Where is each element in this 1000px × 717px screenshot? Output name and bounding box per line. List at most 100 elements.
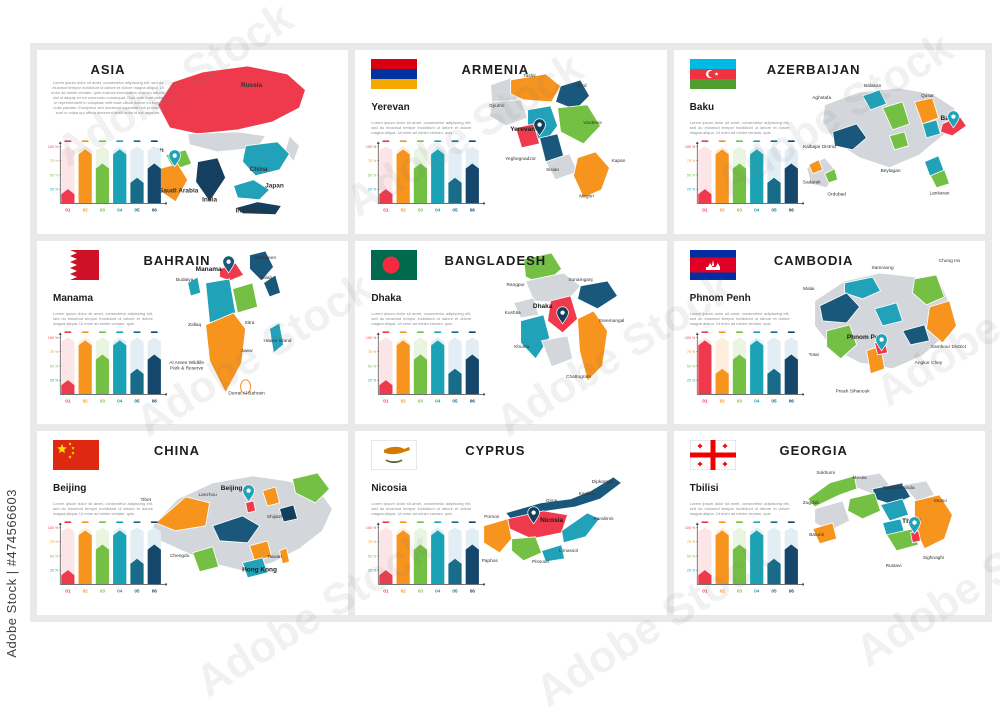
map-label: Indonesia: [235, 208, 266, 215]
y-tick-label: 75 %: [368, 350, 377, 354]
x-tick-label: 01: [384, 398, 390, 403]
slide-title: CYPRUS: [465, 443, 526, 459]
bar-03: [414, 354, 428, 395]
map-label: Sighnaghi: [923, 555, 944, 561]
map-label: Qusar: [921, 93, 934, 99]
bar-03: [732, 544, 746, 585]
map-region: [577, 280, 619, 309]
map-region: [279, 504, 298, 523]
map-label: Kaplica: [579, 491, 595, 497]
slide-title: ASIA: [90, 62, 126, 77]
bar-03: [95, 163, 110, 204]
x-tick-label: 02: [401, 589, 407, 594]
bar-legend-dash: [770, 331, 778, 333]
bar-05: [767, 559, 781, 585]
bar-06: [784, 163, 798, 204]
map-label: Al Areen Wildlife Park & Reserve: [169, 359, 204, 370]
y-tick-label: 100 %: [366, 336, 377, 340]
capital-label: Beijing: [53, 483, 87, 495]
flag-china-icon: [53, 440, 99, 475]
flag-bahrain-icon: [53, 249, 99, 285]
y-tick-label: 25 %: [687, 188, 696, 192]
map-region: [165, 149, 193, 171]
x-tick-label: 01: [384, 208, 390, 213]
slide-china: Tibet Lanzhou Beijing Shijiazhuang Chengdu Ta…: [37, 431, 349, 615]
x-tick-label: 06: [152, 589, 158, 594]
bar-01: [379, 570, 393, 585]
bar-04: [113, 149, 127, 204]
y-tick-label: 75 %: [50, 350, 59, 354]
map-region: [929, 169, 950, 189]
map-label: Sadarak: [802, 180, 820, 186]
bar-legend-dash: [133, 140, 141, 142]
y-tick-label: 50 %: [50, 555, 59, 559]
y-tick-label: 50 %: [368, 555, 377, 559]
map-region: [541, 544, 566, 563]
map-region: [811, 522, 837, 545]
y-tick-label: 50 %: [368, 173, 377, 177]
bar-chart: 01 02 03 04 05 06 100 % 75 % 50 % 25 %: [48, 140, 169, 213]
map-region: [510, 73, 562, 103]
stock-id-label: Adobe Stock | #474566603: [4, 489, 19, 658]
bar-chart: 01 02 03 04 05 06 100 % 75 % 50 % 25 %: [366, 140, 487, 213]
y-tick-label: 50 %: [50, 173, 59, 177]
x-tick-label: 03: [100, 398, 106, 403]
description-text: Lorem ipsum dolor sit amet, consectetur …: [689, 310, 790, 326]
bar-06: [147, 354, 161, 395]
x-tick-label: 03: [100, 208, 106, 213]
map-label: Kapan: [612, 158, 626, 164]
y-tick-label: 50 %: [687, 364, 696, 368]
azerbaijan-flag-icon: [689, 59, 736, 89]
map-label: Lanzhou: [198, 492, 217, 498]
map-label: India: [202, 197, 217, 204]
bar-legend-dash: [469, 140, 477, 142]
slide-bahrain: Manama Busaiteen Budaiya Galali Zallaq Sitra H…: [37, 240, 349, 425]
map-label: Zallaq: [188, 322, 201, 328]
map-label: Jaww: [241, 347, 254, 353]
x-tick-label: 03: [418, 398, 424, 403]
map-region: [901, 324, 930, 345]
y-tick-label: 25 %: [687, 569, 696, 573]
y-tick-label: 50 %: [368, 364, 377, 368]
slide-title: CHINA: [153, 443, 201, 459]
map-region: [561, 512, 601, 544]
capital-label: Manama: [53, 292, 94, 304]
map-region: [873, 339, 888, 355]
y-tick-label: 100 %: [684, 336, 695, 340]
map-label: Limassol: [559, 548, 578, 554]
map-region: [541, 335, 574, 367]
map-region: [489, 99, 529, 127]
bar-04: [431, 149, 445, 204]
bar-06: [147, 163, 161, 204]
map-region: [547, 295, 579, 333]
bar-legend-dash: [451, 140, 459, 142]
bar-legend-dash: [150, 331, 158, 333]
x-tick-label: 04: [435, 589, 441, 594]
bar-legend-dash: [434, 140, 442, 142]
description-text: Lorem ipsum dolor sit amet, consectetur …: [689, 501, 790, 517]
map-region: [939, 115, 967, 137]
bar-legend-dash: [81, 521, 89, 524]
map-capital-label: Nicosia: [540, 517, 563, 524]
map-label: Chong Ho: [938, 258, 960, 264]
capital-label: Dhaka: [371, 292, 402, 304]
y-tick-label: 75 %: [687, 159, 696, 163]
bar-01: [697, 189, 712, 204]
bar-01: [379, 189, 393, 204]
map-label: Girne: [546, 498, 558, 504]
map-region: [285, 135, 300, 163]
x-tick-label: 05: [771, 589, 777, 594]
bar-legend-dash: [469, 521, 477, 524]
y-tick-label: 100 %: [48, 526, 59, 530]
bar-background: [379, 527, 393, 585]
bar-legend-dash: [150, 521, 158, 524]
bar-legend-dash: [451, 331, 459, 333]
bar-chart: 01 02 03 04 05 06 100 % 75 % 50 % 25 %: [366, 331, 487, 403]
map-region: [490, 77, 519, 111]
x-tick-label: 01: [384, 589, 390, 594]
map-region: [262, 486, 280, 507]
map-region: [861, 89, 887, 111]
map-label: Beylagan: [880, 168, 900, 174]
map-region: [909, 530, 921, 544]
bar-legend-dash: [770, 140, 778, 142]
